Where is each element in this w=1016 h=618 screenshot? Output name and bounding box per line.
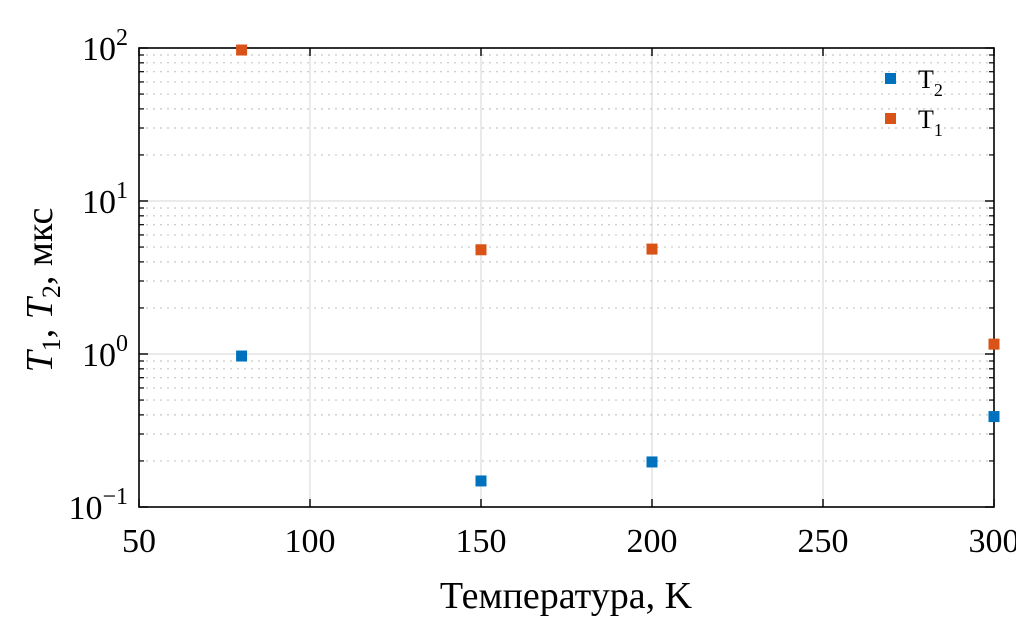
- legend-label-t1: T1: [918, 105, 943, 140]
- legend-label-t1-name: T: [918, 105, 934, 134]
- data-points: [236, 44, 1000, 487]
- y-title-sep: ,: [19, 319, 61, 338]
- data-point-t1: [236, 44, 248, 56]
- x-tick-labels: 50 100 150 200 250 300: [122, 523, 1016, 560]
- y-tick-label: 102: [82, 25, 128, 68]
- y-axis-title: T1, T2, мкс: [19, 208, 66, 373]
- x-tick-label: 100: [285, 523, 336, 560]
- y-tick-label: 10−1: [68, 484, 128, 527]
- legend-label-t1-sub: 1: [934, 120, 943, 140]
- y-title-unit: , мкс: [19, 208, 61, 285]
- y-title-t1: T: [19, 348, 61, 372]
- data-point-t2: [988, 411, 1000, 423]
- data-point-t2: [236, 350, 248, 362]
- x-tick-label: 50: [122, 523, 156, 560]
- x-tick-label: 200: [627, 523, 678, 560]
- x-tick-label: 250: [798, 523, 849, 560]
- data-point-t1: [646, 243, 658, 255]
- legend-label-t2: T2: [918, 65, 943, 100]
- legend-label-t2-sub: 2: [934, 80, 943, 100]
- data-point-t1: [475, 244, 487, 256]
- grid: [139, 48, 994, 507]
- y-title-t1-sub: 1: [37, 338, 66, 351]
- y-tick-label: 100: [82, 331, 128, 374]
- legend-label-t2-name: T: [918, 65, 934, 94]
- y-tick-label: 101: [82, 178, 128, 221]
- x-tick-label: 150: [456, 523, 507, 560]
- x-tick-label: 300: [969, 523, 1016, 560]
- data-point-t1: [988, 338, 1000, 350]
- axis-ticks: [138, 47, 995, 508]
- legend-marker-t1: [885, 113, 896, 124]
- x-axis-title: Температура, K: [440, 575, 693, 617]
- y-title-t2-sub: 2: [37, 285, 66, 298]
- legend: T2 T1: [885, 65, 943, 140]
- y-tick-labels: 10−1 100 101 102: [68, 25, 128, 527]
- data-point-t2: [646, 456, 658, 468]
- legend-marker-t2: [885, 73, 896, 84]
- y-title-t2: T: [19, 295, 61, 319]
- plot-frame: [138, 47, 995, 508]
- data-point-t2: [475, 475, 487, 487]
